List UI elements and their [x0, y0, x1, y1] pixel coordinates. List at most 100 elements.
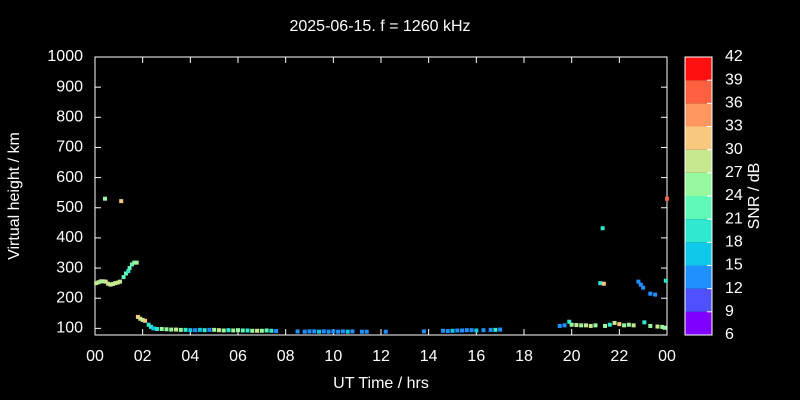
data-point: [269, 328, 274, 333]
data-point: [121, 275, 126, 280]
data-point: [562, 323, 567, 328]
data-point: [295, 329, 300, 334]
x-tick-label: 04: [181, 348, 199, 365]
colorbar-tick-label: 30: [725, 141, 743, 158]
data-point: [455, 328, 460, 333]
colorbar-bin: [685, 265, 712, 289]
data-point: [574, 323, 579, 328]
data-point: [642, 320, 647, 325]
y-tick-label: 500: [56, 199, 83, 216]
data-point: [221, 328, 226, 333]
data-point: [250, 328, 255, 333]
x-tick-label: 22: [610, 348, 628, 365]
colorbar-label: SNR / dB: [746, 163, 763, 230]
x-tick-label: 18: [515, 348, 533, 365]
data-point: [340, 329, 345, 334]
y-tick-label: 100: [56, 320, 83, 337]
colorbar-bin: [685, 149, 712, 173]
colorbar-tick-label: 21: [725, 210, 743, 227]
data-point: [648, 323, 653, 328]
data-point: [188, 328, 193, 333]
data-point: [460, 328, 465, 333]
data-point: [464, 328, 469, 333]
data-point: [255, 328, 260, 333]
data-point: [264, 328, 269, 333]
data-point: [364, 329, 369, 334]
data-point: [569, 322, 574, 327]
data-point: [132, 260, 137, 265]
data-point: [236, 328, 240, 333]
data-point: [607, 322, 612, 327]
colorbar-bin: [685, 57, 712, 81]
data-point: [638, 282, 643, 287]
data-point: [164, 327, 169, 332]
y-axis-label: Virtual height / km: [6, 132, 23, 260]
colorbar-bin: [685, 288, 712, 312]
y-tick-label: 600: [56, 169, 83, 186]
data-point: [653, 292, 658, 297]
data-point: [493, 327, 498, 332]
data-point: [202, 328, 207, 333]
colorbar-tick-label: 18: [725, 234, 743, 251]
data-point: [123, 271, 128, 276]
y-tick-label: 400: [56, 229, 83, 246]
data-point: [197, 327, 202, 332]
data-point: [135, 314, 140, 319]
data-point: [140, 317, 145, 322]
data-point: [134, 260, 139, 265]
y-tick-label: 900: [56, 78, 83, 95]
x-tick-label: 06: [229, 348, 247, 365]
data-point: [159, 326, 164, 331]
data-point: [106, 281, 111, 286]
data-point: [474, 328, 479, 333]
data-point: [183, 327, 188, 332]
data-point: [149, 324, 154, 329]
colorbar-tick-label: 39: [725, 71, 743, 88]
data-point: [240, 328, 245, 333]
data-point: [648, 291, 653, 296]
y-tick-label: 200: [56, 289, 83, 306]
data-point: [193, 328, 198, 333]
data-point: [345, 329, 350, 334]
data-point: [231, 328, 236, 333]
data-point: [94, 281, 99, 286]
data-point: [245, 328, 250, 333]
data-point: [115, 280, 120, 285]
data-point: [178, 327, 183, 332]
data-point: [655, 324, 660, 329]
y-tick-label: 1000: [47, 48, 83, 65]
data-point: [626, 322, 631, 327]
data-point: [622, 323, 627, 328]
data-point: [445, 329, 450, 334]
data-point: [216, 328, 221, 333]
data-point: [101, 279, 106, 284]
data-point: [226, 328, 231, 333]
data-point: [421, 329, 426, 334]
data-point: [603, 323, 608, 328]
colorbar-bin: [685, 196, 712, 220]
x-tick-label: 20: [563, 348, 581, 365]
colorbar-bin: [685, 103, 712, 127]
data-point: [169, 327, 174, 332]
data-point: [488, 327, 493, 332]
x-tick-label: 00: [658, 348, 676, 365]
colorbar-tick-label: 36: [725, 95, 743, 112]
data-point: [598, 281, 603, 286]
x-tick-label: 10: [324, 348, 342, 365]
data-point: [481, 328, 486, 333]
data-point: [151, 326, 156, 331]
y-tick-label: 700: [56, 139, 83, 156]
data-point: [129, 262, 134, 267]
colorbar-bin: [685, 126, 712, 150]
x-tick-label: 08: [277, 348, 295, 365]
data-point: [588, 323, 593, 328]
colorbar-tick-label: 24: [725, 187, 743, 204]
data-point: [96, 280, 101, 285]
data-point: [154, 326, 159, 331]
data-point: [612, 320, 617, 325]
data-point: [359, 329, 364, 334]
y-tick-label: 800: [56, 109, 83, 126]
x-axis-label: UT Time / hrs: [333, 375, 429, 392]
data-point: [636, 279, 641, 284]
data-point: [113, 281, 118, 286]
